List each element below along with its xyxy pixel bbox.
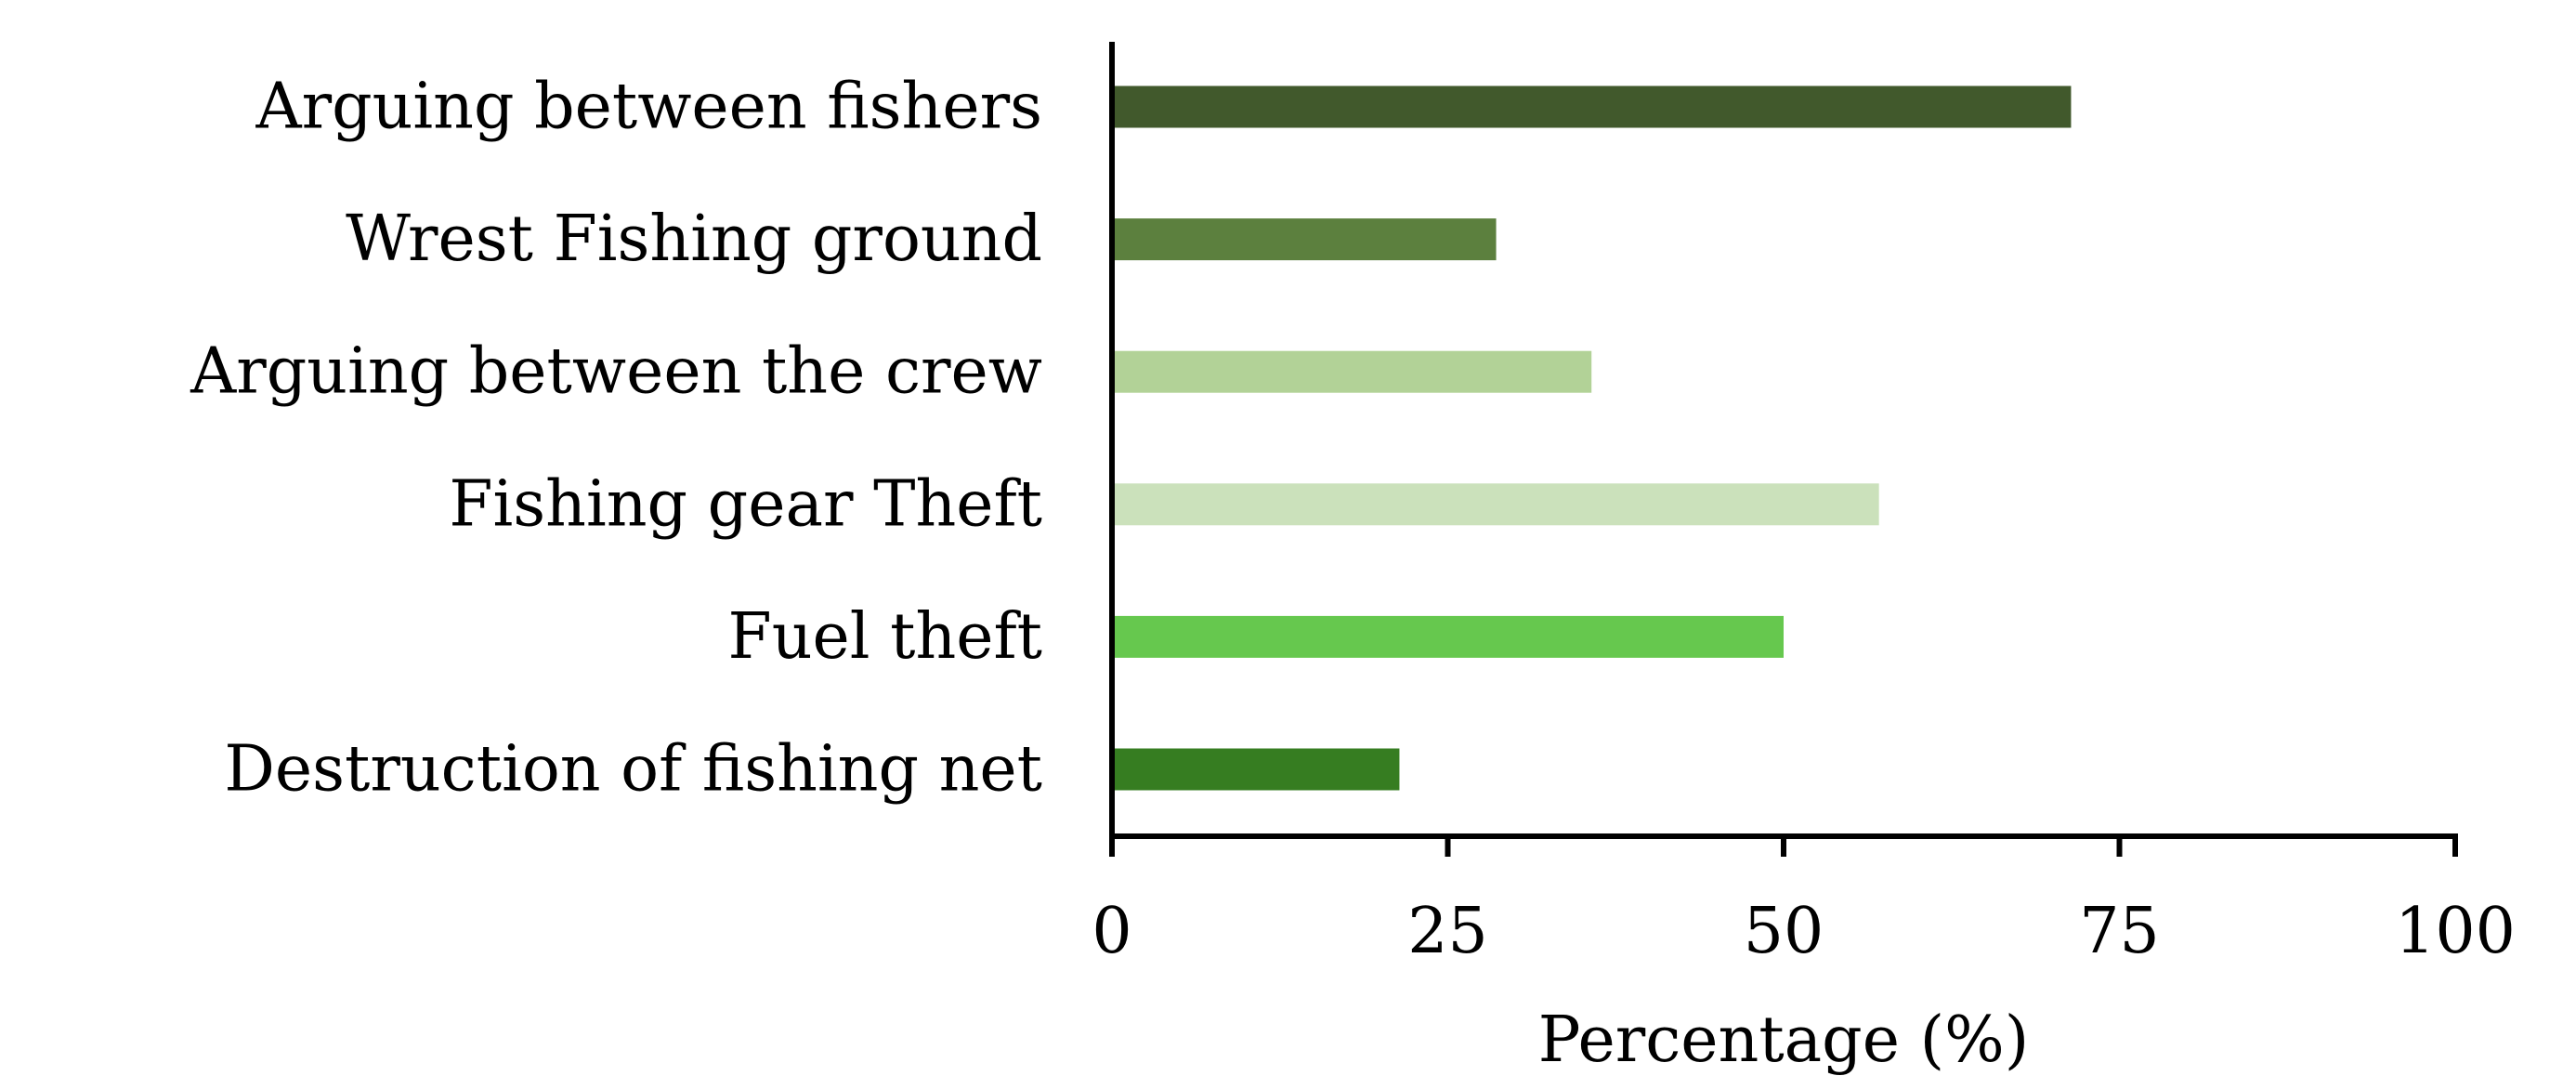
category-label: Fuel theft (728, 600, 1042, 674)
category-label: Wrest Fishing ground (346, 203, 1042, 276)
x-axis-tick-labels: 0 25 50 75 100 (1092, 895, 2516, 968)
x-axis-title: Percentage (%) (1538, 1004, 2030, 1077)
x-axis-ticks (1109, 836, 2458, 857)
category-label: Arguing between the crew (190, 335, 1042, 409)
category-labels: Arguing between fishers Wrest Fishing gro… (190, 71, 1042, 807)
x-tick-label: 75 (2079, 895, 2160, 968)
x-tick-label: 100 (2395, 895, 2516, 968)
bar-3 (1112, 350, 1592, 393)
bar-5 (1112, 615, 1784, 658)
bar-6 (1112, 748, 1400, 791)
bar-1 (1112, 85, 2072, 128)
category-label: Arguing between fishers (255, 71, 1042, 144)
x-tick-label: 25 (1407, 895, 1488, 968)
bars-group (1112, 85, 2072, 791)
x-tick-label: 50 (1744, 895, 1824, 968)
bar-4 (1112, 483, 1879, 526)
bar-2 (1112, 218, 1497, 261)
x-tick-label: 0 (1092, 895, 1131, 968)
category-label: Destruction of fishing net (224, 733, 1042, 807)
category-label: Fishing gear Theft (449, 467, 1042, 541)
